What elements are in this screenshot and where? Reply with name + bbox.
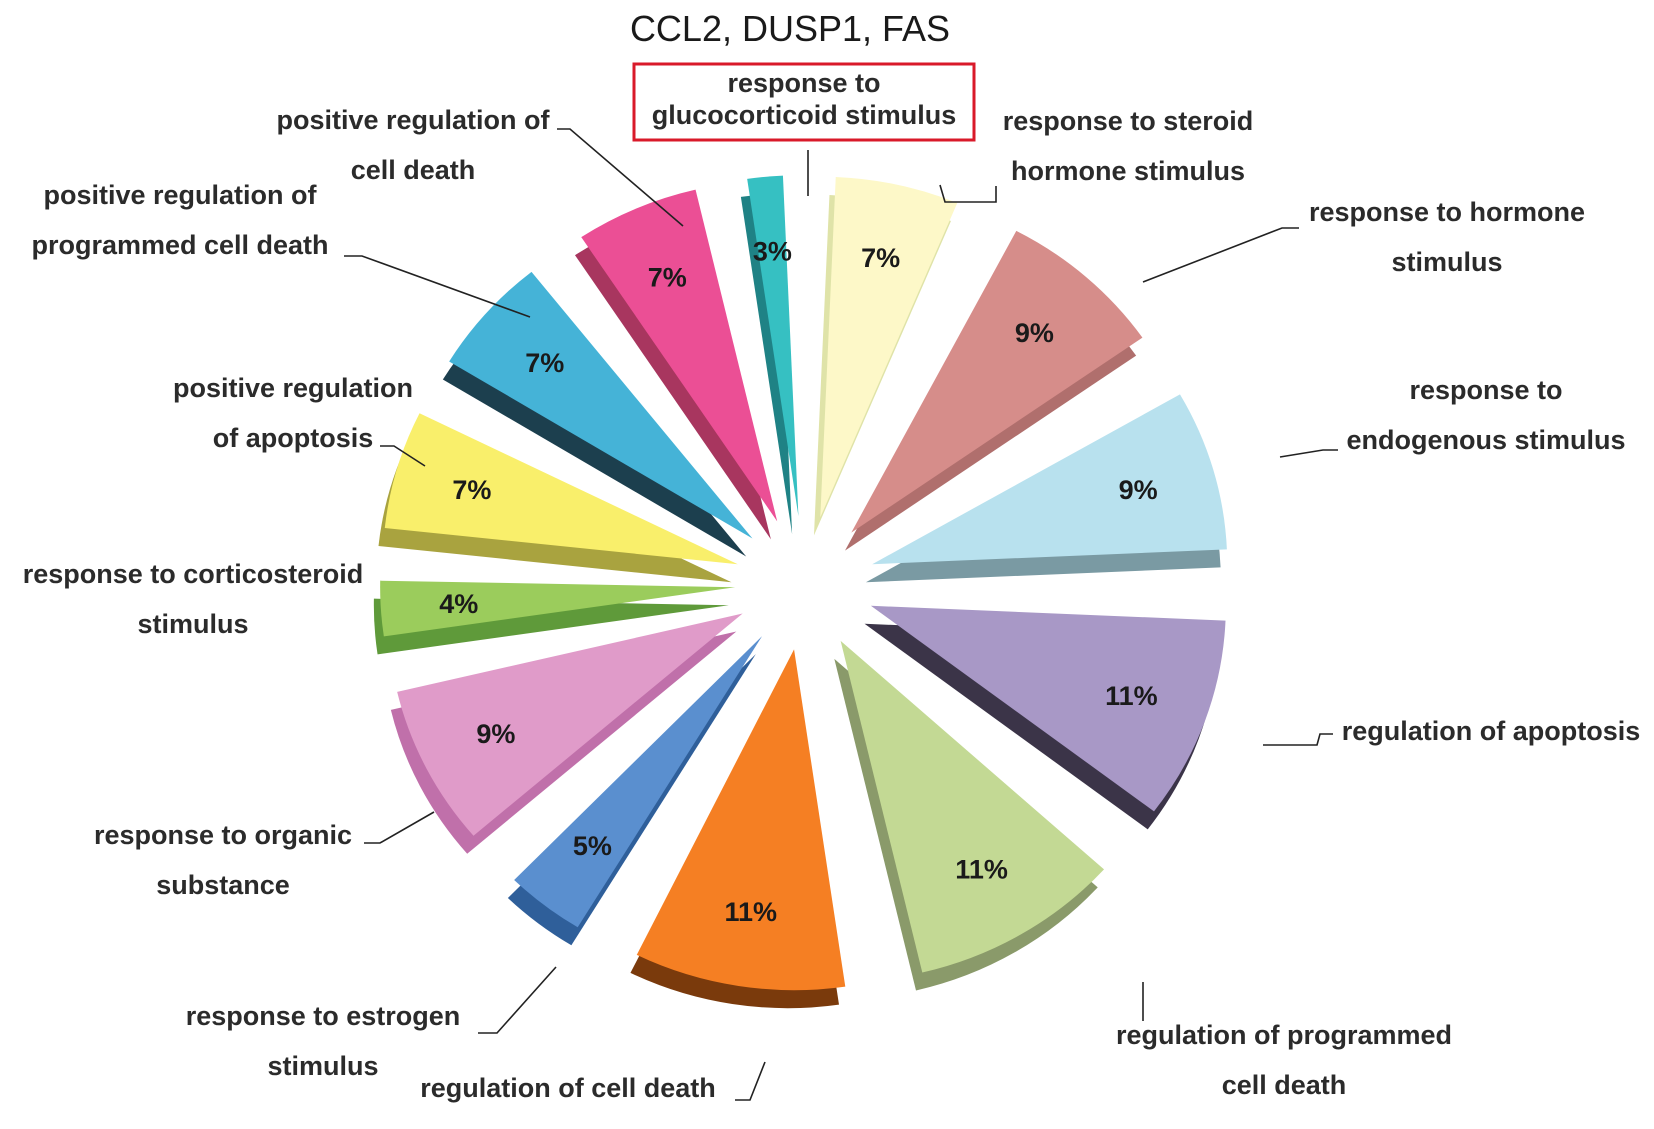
slice-category-label: response to estrogen stimulus (186, 1001, 461, 1081)
leader-line (1263, 733, 1333, 746)
slice-category-label-line: stimulus (1391, 247, 1502, 277)
pie-slice (865, 394, 1227, 583)
slice-percent-label: 5% (573, 831, 612, 861)
slice-percent-label: 11% (1105, 681, 1158, 711)
slice-category-label-line: regulation of programmed (1116, 1020, 1452, 1050)
pie-slice (834, 640, 1105, 991)
slice-percent-label: 9% (1015, 318, 1054, 348)
slice-percent-label: 7% (861, 243, 900, 273)
pie-slice (390, 613, 743, 854)
leader-line (478, 966, 557, 1034)
pie-slice (740, 175, 799, 535)
leader-lines-layer (344, 128, 1338, 1101)
slice-category-label-line: response to steroid (1003, 106, 1254, 136)
pie-slice-top (380, 580, 736, 637)
slice-category-label: positive regulation of programmed cell de… (31, 180, 328, 260)
pie-slice (574, 189, 778, 540)
slice-category-label: positive regulation of cell death (276, 105, 550, 185)
slice-percent-label: 7% (452, 475, 491, 505)
slice-category-label-line: glucocorticoid stimulus (652, 100, 957, 130)
leader-line (557, 128, 684, 227)
slice-category-label: response to hormone stimulus (1309, 197, 1585, 277)
slice-category-label: response to organic substance (94, 820, 352, 900)
pie-slice-top (514, 636, 763, 928)
slice-category-label-line: positive regulation (173, 373, 413, 403)
slice-category-label-line: cell death (351, 155, 476, 185)
pie-slice (378, 413, 738, 583)
slice-category-label-line: stimulus (267, 1051, 378, 1081)
pie-slice-top (820, 176, 958, 518)
slice-percent-label: 4% (439, 589, 478, 619)
leader-line (380, 445, 426, 467)
slice-category-label: regulation of programmed cell death (1116, 1020, 1452, 1100)
leader-line (1279, 449, 1338, 458)
slice-percent-label: 7% (648, 262, 687, 292)
slice-category-label-line: response to hormone (1309, 197, 1585, 227)
slice-category-label-line: positive regulation of (43, 180, 317, 210)
highlight-box (632, 62, 976, 142)
slice-category-label-line: cell death (1222, 1070, 1347, 1100)
slice-category-label-line: stimulus (137, 609, 248, 639)
pie-slice-top (384, 413, 738, 565)
pie-slice-top (449, 271, 753, 539)
chart-title: CCL2, DUSP1, FAS (630, 8, 950, 49)
slice-category-label-line: endogenous stimulus (1346, 425, 1625, 455)
slice-category-label-line: response to corticosteroid (23, 559, 364, 589)
slice-category-label-line: regulation of cell death (420, 1073, 716, 1103)
slice-category-label-line: positive regulation of (276, 105, 550, 135)
slice-category-label-line: hormone stimulus (1011, 156, 1245, 186)
slice-category-label-line: response to (727, 68, 880, 98)
pie-slice-top (581, 189, 778, 522)
pie-slice-top (851, 230, 1143, 533)
leader-line (1142, 227, 1299, 283)
slice-category-label: regulation of apoptosis (1342, 716, 1641, 746)
leader-line (939, 184, 997, 203)
slice-category-label-line: substance (156, 870, 290, 900)
slice-category-label-line: regulation of apoptosis (1342, 716, 1641, 746)
category-labels-layer: response to steroid hormone stimulusrespo… (23, 68, 1641, 1103)
slice-percent-label: 9% (1119, 475, 1158, 505)
leader-line (364, 811, 435, 844)
slice-percent-label: 7% (525, 348, 564, 378)
pie-slice-top (636, 649, 846, 991)
pie-slice-top (872, 394, 1227, 565)
slices-layer (373, 175, 1227, 1009)
slice-percent-label: 11% (724, 897, 777, 927)
slice-category-label-line: response to (1409, 375, 1562, 405)
pie-slice-top (870, 605, 1226, 812)
slice-category-label: response to glucocorticoid stimulus (652, 68, 957, 130)
pie-slice (507, 636, 763, 946)
slice-percent-label: 11% (955, 855, 1008, 885)
pie-slice (864, 605, 1226, 830)
leader-line (344, 255, 531, 318)
slice-percent-label: 3% (753, 236, 792, 266)
slice-category-label: positive regulation of apoptosis (173, 373, 413, 453)
slice-category-label: regulation of cell death (420, 1073, 716, 1103)
slice-category-label-line: response to organic (94, 820, 352, 850)
slice-percent-label: 9% (476, 719, 515, 749)
slice-category-label: response to steroid hormone stimulus (1003, 106, 1254, 186)
slice-category-label: response to corticosteroid stimulus (23, 559, 364, 639)
pie-slice (373, 580, 736, 655)
pie-slice (630, 649, 846, 1009)
slice-category-label-line: programmed cell death (31, 230, 328, 260)
slice-category-label-line: response to estrogen (186, 1001, 461, 1031)
slice-category-label: response to endogenous stimulus (1346, 375, 1625, 455)
pie-slice-top (397, 613, 743, 836)
pie-slice-top (840, 640, 1105, 973)
leader-line (735, 1061, 766, 1101)
pie-slice-top (747, 175, 799, 517)
pie-slice (813, 176, 958, 536)
percent-labels-layer: 7% 9% 9% 11% 11% 11% 5% 9% 4% 7% 7% 7% 3% (439, 236, 1157, 926)
pie-slice (442, 271, 753, 557)
pie-slice (844, 230, 1143, 551)
slice-category-label-line: of apoptosis (213, 423, 374, 453)
